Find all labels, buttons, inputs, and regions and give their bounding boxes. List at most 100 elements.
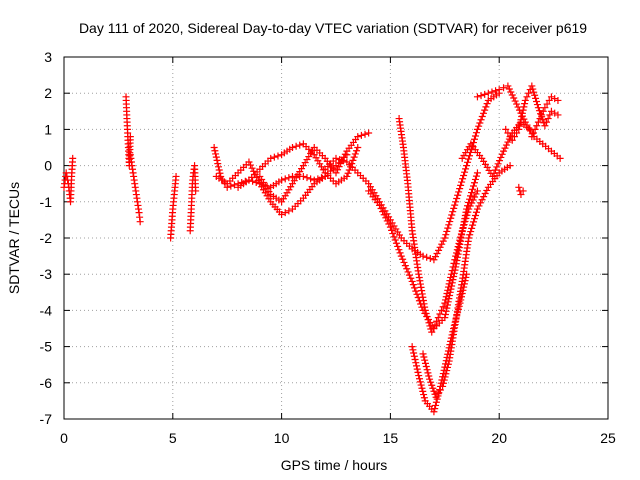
- y-tick-label: -4: [40, 302, 53, 318]
- data-point: [482, 103, 490, 111]
- data-point: [215, 166, 223, 174]
- data-point: [455, 239, 463, 247]
- data-point: [481, 190, 489, 198]
- data-point: [126, 133, 134, 141]
- data-point: [419, 252, 427, 260]
- data-point: [343, 172, 351, 180]
- data-point: [442, 307, 450, 315]
- data-point: [416, 378, 424, 386]
- data-point: [473, 169, 481, 177]
- y-tick-label: -2: [40, 230, 53, 246]
- data-point: [428, 328, 436, 336]
- data-point: [472, 190, 480, 198]
- data-point: [494, 160, 502, 168]
- data-point: [501, 144, 509, 152]
- data-point: [339, 157, 347, 165]
- data-point: [424, 369, 432, 377]
- data-point: [448, 211, 456, 219]
- data-point: [426, 375, 434, 383]
- x-tick-label: 10: [274, 430, 290, 446]
- data-point: [446, 218, 454, 226]
- data-point: [456, 236, 464, 244]
- data-point: [468, 224, 476, 232]
- data-point: [429, 325, 437, 332]
- data-point: [508, 136, 516, 144]
- data-point: [454, 243, 462, 251]
- data-point: [452, 249, 460, 257]
- data-point: [461, 217, 469, 225]
- data-point: [464, 208, 472, 216]
- data-point: [517, 116, 525, 124]
- data-point: [525, 89, 533, 97]
- data-point: [519, 187, 527, 195]
- data-point: [383, 217, 391, 225]
- data-point: [423, 253, 431, 261]
- data-point: [216, 169, 224, 177]
- data-point: [354, 144, 362, 151]
- data-point: [508, 91, 516, 99]
- data-point: [428, 381, 436, 389]
- data-point: [424, 316, 432, 324]
- data-point: [442, 370, 450, 378]
- data-point: [444, 363, 452, 371]
- data-point: [214, 160, 222, 168]
- data-point: [504, 82, 512, 90]
- data-point: [470, 179, 478, 187]
- data-point: [349, 156, 357, 164]
- data-point: [449, 208, 457, 216]
- data-point: [484, 89, 492, 97]
- data-point: [214, 163, 222, 171]
- data-point: [69, 154, 77, 162]
- data-point: [457, 233, 465, 241]
- data-point: [254, 177, 262, 185]
- data-point: [510, 94, 518, 102]
- data-point: [510, 133, 518, 141]
- data-point: [530, 88, 538, 96]
- data-point: [344, 169, 352, 177]
- data-point: [172, 172, 180, 180]
- data-point: [546, 111, 554, 119]
- data-point: [423, 366, 431, 374]
- data-point: [407, 274, 415, 282]
- data-point: [408, 277, 416, 285]
- data-point: [505, 85, 513, 93]
- data-point: [477, 92, 485, 100]
- data-point: [518, 113, 526, 121]
- data-point: [431, 321, 439, 329]
- data-point: [385, 220, 393, 228]
- data-point: [425, 372, 433, 380]
- data-point: [247, 161, 255, 169]
- data-point: [466, 202, 474, 210]
- data-point: [439, 379, 447, 387]
- data-point: [399, 255, 407, 263]
- data-point: [449, 263, 457, 271]
- chart-title: Day 111 of 2020, Sidereal Day-to-day VTE…: [79, 20, 587, 36]
- data-point: [391, 236, 399, 244]
- data-point: [433, 250, 441, 258]
- data-point: [513, 129, 521, 137]
- data-point: [521, 96, 529, 104]
- data-point: [250, 167, 258, 175]
- data-point: [478, 113, 486, 121]
- data-point: [544, 115, 552, 123]
- data-point: [434, 390, 442, 398]
- data-point: [285, 174, 293, 182]
- x-tick-label: 0: [60, 430, 68, 446]
- grid: [64, 57, 608, 419]
- data-point: [469, 182, 477, 190]
- data-point: [471, 193, 479, 201]
- data-point: [440, 376, 448, 384]
- y-tick-label: -3: [40, 266, 53, 282]
- data-point: [471, 175, 479, 183]
- data-point: [534, 104, 542, 112]
- data-point: [418, 384, 426, 392]
- data-point: [475, 202, 483, 210]
- x-tick-label: 20: [491, 430, 507, 446]
- data-point: [431, 405, 439, 413]
- data-point: [296, 141, 304, 149]
- data-point: [479, 109, 487, 117]
- data-point: [515, 125, 523, 133]
- data-point: [211, 147, 219, 155]
- data-point: [483, 186, 491, 194]
- data-point: [443, 227, 451, 235]
